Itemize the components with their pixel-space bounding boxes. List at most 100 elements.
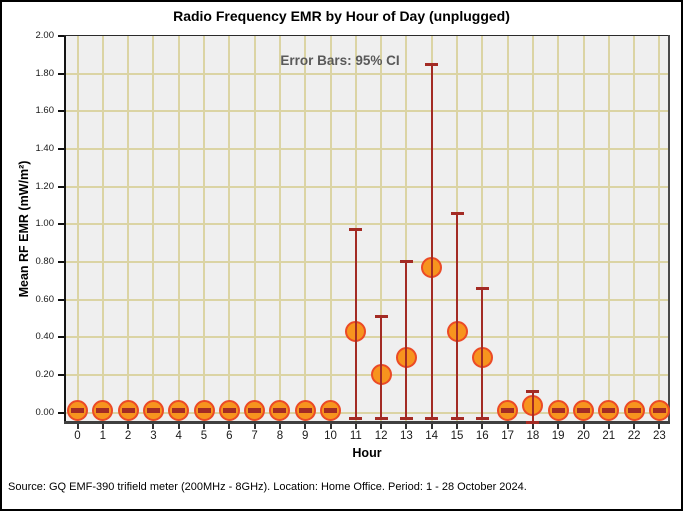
error-cap-bottom-hour-15 bbox=[450, 416, 464, 420]
h-gridline bbox=[66, 223, 668, 226]
x-tick bbox=[481, 424, 484, 429]
x-tick-label: 6 bbox=[226, 430, 233, 442]
error-cap-bottom-hour-21 bbox=[602, 410, 616, 414]
error-cap-bottom-hour-0 bbox=[71, 410, 84, 414]
x-tick-label: 22 bbox=[627, 430, 641, 442]
y-tick-label: 0.00 bbox=[35, 406, 55, 418]
v-gridline bbox=[607, 36, 610, 421]
x-tick bbox=[101, 424, 104, 429]
v-gridline bbox=[506, 36, 509, 421]
x-tick bbox=[304, 424, 307, 429]
x-tick-label: 23 bbox=[652, 430, 666, 442]
x-tick bbox=[278, 424, 281, 429]
error-bar-hour-11 bbox=[354, 229, 357, 419]
error-bars-annotation: Error Bars: 95% CI bbox=[280, 53, 400, 68]
error-cap-top-hour-17 bbox=[501, 408, 515, 412]
x-tick-label: 18 bbox=[526, 430, 540, 442]
x-tick-label: 0 bbox=[74, 430, 81, 442]
error-cap-top-hour-8 bbox=[273, 408, 287, 412]
y-tick bbox=[58, 298, 64, 301]
v-gridline bbox=[481, 36, 484, 421]
error-cap-bottom-hour-12 bbox=[374, 416, 388, 420]
error-cap-bottom-hour-7 bbox=[248, 410, 262, 414]
v-gridline bbox=[658, 36, 661, 421]
source-caption: Source: GQ EMF-390 trifield meter (200MH… bbox=[8, 481, 527, 493]
v-gridline bbox=[329, 36, 332, 421]
y-tick-label: 0.40 bbox=[35, 331, 55, 343]
y-tick bbox=[58, 35, 64, 37]
x-tick bbox=[380, 424, 383, 429]
v-gridline bbox=[557, 36, 560, 421]
error-cap-bottom-hour-14 bbox=[425, 416, 439, 420]
x-tick bbox=[354, 424, 357, 429]
y-tick-label: 0.60 bbox=[35, 293, 55, 305]
y-tick bbox=[58, 260, 64, 263]
error-cap-top-hour-12 bbox=[374, 315, 388, 319]
x-tick-label: 11 bbox=[349, 430, 362, 442]
x-tick bbox=[430, 424, 433, 429]
error-cap-bottom-hour-10 bbox=[324, 410, 337, 414]
x-tick-label: 2 bbox=[124, 430, 132, 442]
x-tick-label: 16 bbox=[475, 430, 489, 442]
v-gridline bbox=[633, 36, 636, 421]
error-cap-bottom-hour-19 bbox=[551, 410, 565, 414]
x-tick-label: 9 bbox=[301, 430, 309, 442]
error-cap-top-hour-19 bbox=[551, 408, 565, 412]
h-gridline bbox=[66, 147, 668, 150]
x-tick-label: 13 bbox=[399, 430, 413, 442]
error-cap-bottom-hour-16 bbox=[475, 416, 489, 420]
v-gridline bbox=[101, 36, 104, 421]
x-tick-label: 15 bbox=[450, 430, 464, 442]
x-tick bbox=[405, 424, 408, 429]
h-gridline bbox=[66, 260, 668, 263]
v-gridline bbox=[152, 36, 155, 421]
plot-area: Error Bars: 95% CI bbox=[66, 36, 670, 424]
h-gridline bbox=[66, 72, 668, 75]
error-cap-top-hour-18 bbox=[526, 390, 540, 394]
x-tick-label: 10 bbox=[324, 430, 337, 442]
error-cap-bottom-hour-4 bbox=[172, 410, 186, 414]
error-cap-top-hour-22 bbox=[627, 408, 641, 412]
error-cap-top-hour-14 bbox=[425, 62, 439, 66]
error-cap-bottom-hour-9 bbox=[298, 410, 312, 414]
plot-top-border bbox=[64, 35, 670, 36]
x-tick bbox=[633, 424, 636, 429]
error-cap-bottom-hour-13 bbox=[399, 416, 413, 420]
y-tick-label: 1.60 bbox=[35, 105, 55, 117]
x-axis-spine bbox=[64, 421, 670, 424]
error-bar-hour-15 bbox=[456, 213, 458, 419]
error-cap-top-hour-11 bbox=[349, 228, 363, 232]
x-tick-label: 4 bbox=[175, 430, 182, 442]
x-tick bbox=[329, 424, 332, 429]
y-tick-label: 1.00 bbox=[35, 218, 55, 230]
v-gridline bbox=[380, 36, 383, 421]
error-cap-bottom-hour-5 bbox=[197, 410, 211, 414]
x-tick bbox=[531, 424, 534, 429]
h-gridline bbox=[66, 185, 668, 188]
y-tick bbox=[58, 411, 64, 414]
y-tick bbox=[58, 72, 64, 75]
x-tick-label: 5 bbox=[200, 430, 208, 442]
x-tick bbox=[557, 424, 560, 429]
error-bar-hour-13 bbox=[405, 261, 408, 419]
y-tick-label: 0.80 bbox=[35, 255, 55, 267]
y-tick bbox=[58, 110, 64, 113]
y-tick bbox=[58, 223, 64, 226]
v-gridline bbox=[253, 36, 256, 421]
y-tick-label: 1.20 bbox=[35, 180, 55, 192]
y-tick-label: 1.40 bbox=[35, 142, 55, 154]
h-gridline bbox=[66, 373, 668, 376]
x-tick bbox=[152, 424, 155, 429]
h-gridline bbox=[66, 411, 668, 414]
y-axis-spine bbox=[64, 35, 66, 424]
error-cap-bottom-hour-3 bbox=[146, 410, 160, 414]
y-tick bbox=[58, 336, 64, 339]
v-gridline bbox=[127, 36, 130, 421]
error-cap-top-hour-16 bbox=[475, 286, 489, 290]
error-cap-top-hour-5 bbox=[197, 408, 211, 412]
x-tick bbox=[127, 424, 130, 429]
y-tick bbox=[58, 185, 64, 188]
y-tick-label: 0.20 bbox=[35, 368, 55, 380]
error-cap-bottom-hour-23 bbox=[652, 410, 666, 414]
